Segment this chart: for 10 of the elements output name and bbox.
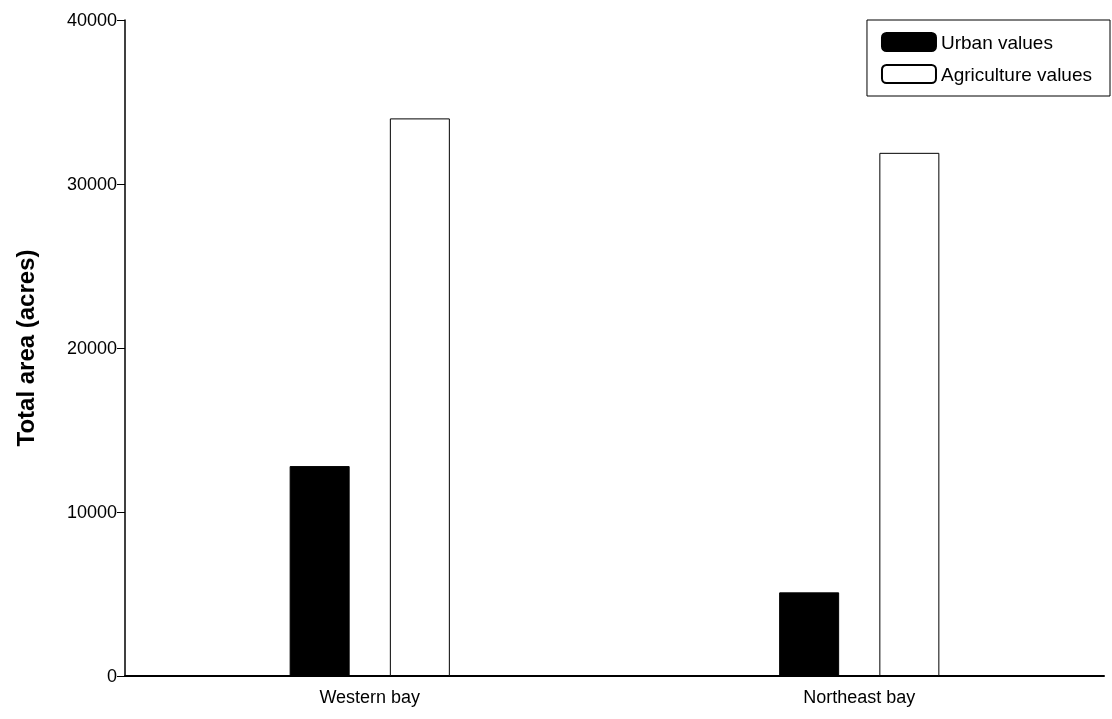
y-tick-label: 20000 <box>66 338 117 358</box>
x-tick-label: Western bay <box>319 687 421 707</box>
y-tick-label: 30000 <box>66 174 117 194</box>
x-tick-label: Northeast bay <box>803 687 916 707</box>
legend-label: Agriculture values <box>940 63 1093 85</box>
y-tick-label: 0 <box>106 666 117 686</box>
legend-label: Urban values <box>940 31 1053 53</box>
y-tick-label: 40000 <box>66 10 117 30</box>
y-axis-title: Total area (acres) <box>11 249 39 447</box>
y-tick-label: 10000 <box>66 502 117 522</box>
